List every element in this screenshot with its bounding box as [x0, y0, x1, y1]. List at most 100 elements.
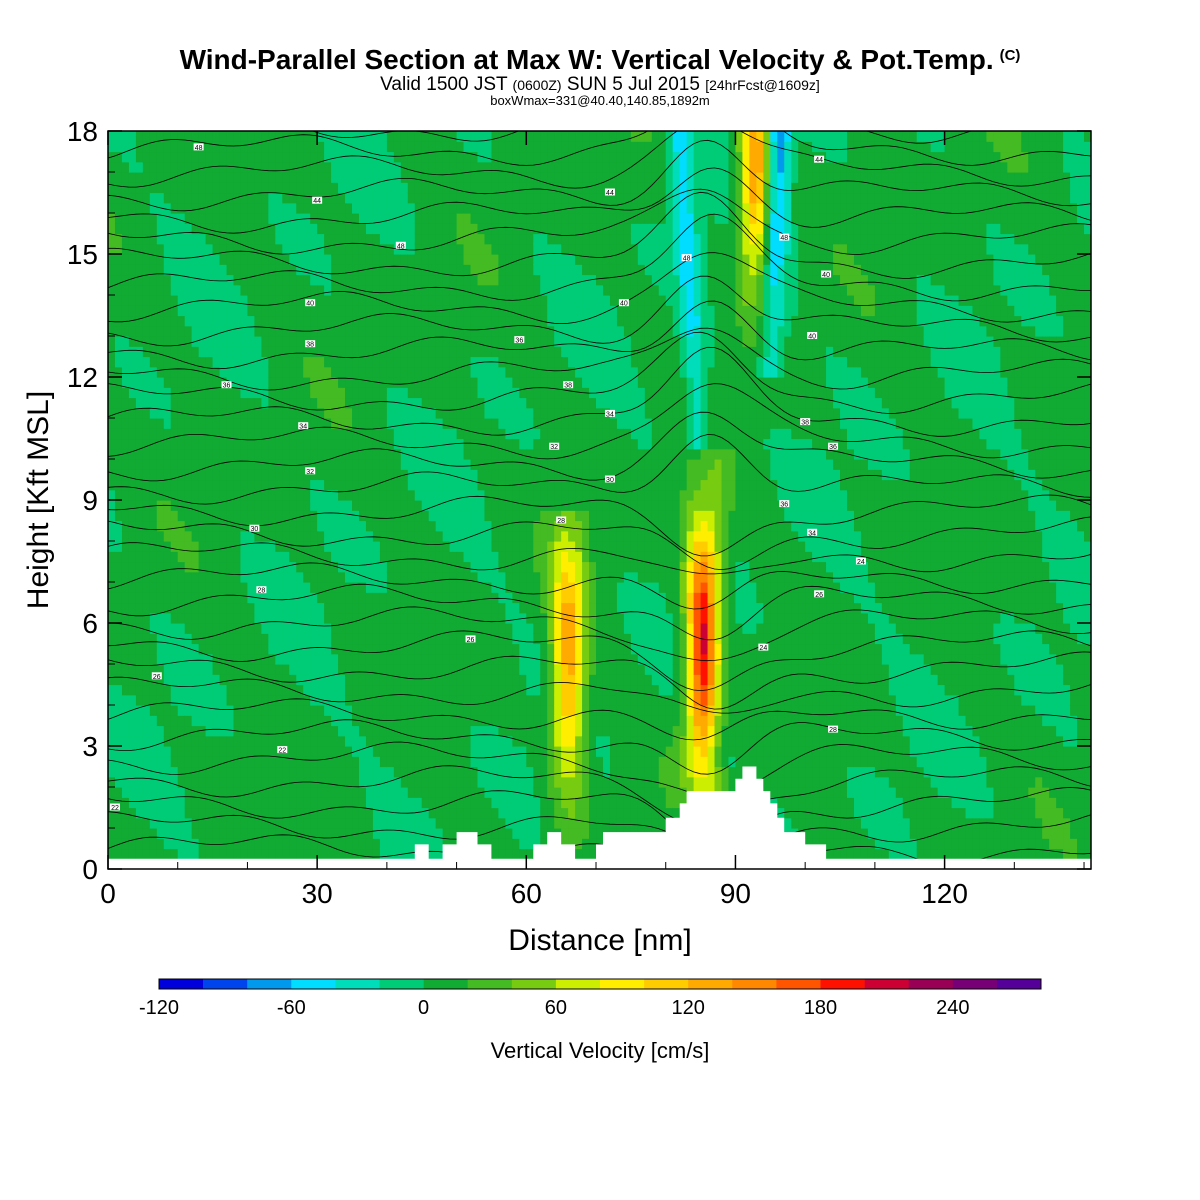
velocity-cell — [338, 387, 346, 399]
velocity-cell — [128, 807, 137, 819]
velocity-cell — [247, 561, 255, 573]
velocity-cell — [324, 254, 332, 265]
velocity-cell — [379, 838, 388, 850]
velocity-cell — [156, 305, 165, 317]
velocity-cell — [575, 530, 583, 542]
velocity-cell — [386, 817, 395, 829]
velocity-cell — [233, 213, 242, 224]
velocity-cell — [421, 161, 430, 173]
velocity-cell — [421, 664, 430, 675]
velocity-cell — [135, 838, 144, 850]
velocity-cell — [352, 336, 360, 347]
velocity-cell — [358, 602, 367, 614]
velocity-cell — [317, 715, 325, 727]
velocity-cell — [561, 479, 569, 491]
velocity-cell — [477, 151, 486, 163]
velocity-cell — [372, 807, 381, 819]
velocity-cell — [352, 828, 360, 839]
velocity-cell — [372, 264, 381, 276]
velocity-cell — [142, 254, 151, 265]
velocity-cell — [275, 377, 283, 388]
velocity-cell — [156, 561, 165, 573]
velocity-cell — [386, 459, 395, 470]
velocity-cell — [184, 243, 193, 255]
velocity-cell — [547, 264, 555, 276]
velocity-cell — [491, 582, 500, 593]
velocity-cell — [254, 817, 262, 829]
velocity-cell — [317, 766, 325, 778]
velocity-cell — [491, 571, 500, 583]
velocity-cell — [463, 418, 472, 429]
velocity-cell — [324, 766, 332, 778]
velocity-cell — [491, 264, 500, 276]
velocity-cell — [198, 582, 207, 593]
velocity-cell — [505, 828, 513, 839]
velocity-cell — [114, 725, 123, 737]
velocity-cell — [442, 479, 451, 491]
velocity-cell — [498, 274, 506, 286]
velocity-cell — [512, 520, 520, 532]
velocity-cell — [589, 664, 597, 675]
velocity-cell — [261, 725, 269, 737]
velocity-cell — [561, 172, 569, 183]
velocity-cell — [156, 264, 165, 276]
velocity-cell — [226, 274, 235, 286]
velocity-cell — [421, 674, 430, 686]
velocity-cell — [428, 797, 437, 809]
velocity-cell — [484, 766, 493, 778]
velocity-cell — [149, 807, 158, 819]
velocity-cell — [219, 664, 228, 675]
velocity-cell — [498, 500, 506, 511]
velocity-cell — [205, 284, 214, 296]
velocity-cell — [428, 479, 437, 491]
velocity-cell — [142, 213, 151, 224]
velocity-cell — [477, 295, 486, 306]
velocity-cell — [163, 510, 172, 522]
velocity-cell — [449, 561, 458, 573]
velocity-cell — [589, 807, 597, 819]
velocity-cell — [205, 817, 214, 829]
velocity-cell — [345, 653, 353, 665]
velocity-cell — [191, 182, 200, 194]
velocity-cell — [261, 264, 269, 276]
velocity-cell — [400, 756, 409, 768]
velocity-cell — [108, 141, 116, 153]
velocity-cell — [547, 602, 555, 614]
velocity-cell — [379, 766, 388, 778]
velocity-cell — [547, 561, 555, 573]
velocity-cell — [240, 479, 249, 491]
velocity-cell — [205, 233, 214, 245]
velocity-cell — [540, 797, 548, 809]
velocity-cell — [135, 561, 144, 573]
velocity-cell — [170, 243, 179, 255]
velocity-cell — [526, 407, 534, 419]
velocity-cell — [261, 305, 269, 317]
velocity-cell — [526, 346, 534, 358]
velocity-cell — [470, 438, 479, 450]
velocity-cell — [191, 315, 200, 327]
velocity-cell — [128, 325, 137, 337]
velocity-cell — [338, 817, 346, 829]
velocity-cell — [477, 182, 486, 194]
velocity-cell — [198, 418, 207, 429]
velocity-cell — [519, 530, 527, 542]
velocity-cell — [372, 571, 381, 583]
velocity-cell — [191, 715, 200, 727]
velocity-cell — [261, 161, 269, 173]
velocity-cell — [568, 418, 576, 429]
velocity-cell — [428, 284, 437, 296]
velocity-cell — [233, 561, 242, 573]
velocity-cell — [184, 541, 193, 552]
velocity-cell — [393, 295, 402, 306]
velocity-cell — [414, 243, 423, 255]
velocity-cell — [226, 418, 235, 429]
velocity-cell — [296, 448, 304, 460]
velocity-cell — [317, 756, 325, 768]
velocity-cell — [212, 725, 221, 737]
velocity-cell — [240, 807, 249, 819]
velocity-cell — [435, 520, 444, 532]
velocity-cell — [324, 746, 332, 757]
velocity-cell — [163, 366, 172, 378]
velocity-cell — [505, 336, 513, 347]
velocity-cell — [533, 264, 541, 276]
